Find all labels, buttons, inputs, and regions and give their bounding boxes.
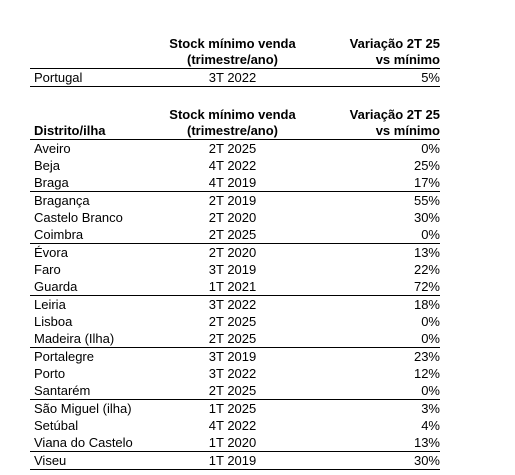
district-min: 1T 2025 — [208, 401, 257, 416]
table-row: Lisboa 2T 2025 0% — [30, 313, 440, 330]
district-var: 0% — [421, 383, 440, 398]
districts-header-col1: Distrito/ilha — [34, 123, 106, 138]
national-table: Stock mínimo venda (trimestre/ano) Varia… — [30, 34, 440, 87]
district-name: Viana do Castelo — [34, 435, 133, 450]
district-min: 2T 2025 — [208, 383, 257, 398]
district-var: 0% — [421, 314, 440, 329]
district-var: 23% — [413, 349, 440, 364]
district-var: 72% — [413, 279, 440, 294]
national-header-col3-line2: vs mínimo — [375, 52, 440, 67]
district-var: 12% — [413, 366, 440, 381]
table-row: Braga 4T 2019 17% — [30, 174, 440, 192]
district-var: 0% — [421, 227, 440, 242]
district-name: Castelo Branco — [34, 210, 123, 225]
districts-header-col3-line1: Variação 2T 25 — [349, 107, 440, 122]
district-min: 1T 2019 — [208, 453, 257, 468]
district-min: 2T 2019 — [208, 193, 257, 208]
district-var: 0% — [421, 141, 440, 156]
district-name: Faro — [34, 262, 61, 277]
national-row-min: 3T 2022 — [208, 70, 257, 85]
district-name: Viseu — [34, 453, 67, 468]
district-name: Évora — [34, 245, 68, 260]
district-var: 13% — [413, 435, 440, 450]
district-min: 3T 2022 — [208, 297, 257, 312]
district-min: 4T 2022 — [208, 418, 257, 433]
table-row: Viana do Castelo 1T 2020 13% — [30, 434, 440, 452]
districts-header-col2-line1: Stock mínimo venda — [169, 107, 296, 122]
district-var: 30% — [413, 210, 440, 225]
districts-header-row: Distrito/ilha Stock mínimo venda (trimes… — [30, 105, 440, 140]
district-name: Bragança — [34, 193, 90, 208]
district-var: 3% — [421, 401, 440, 416]
table-row: São Miguel (ilha) 1T 2025 3% — [30, 400, 440, 417]
district-name: Portalegre — [34, 349, 94, 364]
district-name: Madeira (Ilha) — [34, 331, 115, 346]
national-row-var: 5% — [421, 70, 440, 85]
table-row: Évora 2T 2020 13% — [30, 244, 440, 261]
table-row: Porto 3T 2022 12% — [30, 365, 440, 382]
districts-header-col3: Variação 2T 25 vs mínimo — [310, 107, 440, 139]
national-row-name: Portugal — [34, 70, 83, 85]
district-min: 2T 2025 — [208, 314, 257, 329]
district-var: 13% — [413, 245, 440, 260]
districts-table: Distrito/ilha Stock mínimo venda (trimes… — [30, 105, 440, 470]
table-row: Viseu 1T 2019 30% — [30, 452, 440, 470]
table-row: Portalegre 3T 2019 23% — [30, 348, 440, 365]
district-var: 25% — [413, 158, 440, 173]
national-header-col3-line1: Variação 2T 25 — [349, 36, 440, 51]
table-row: Aveiro 2T 2025 0% — [30, 140, 440, 157]
district-name: São Miguel (ilha) — [34, 401, 132, 416]
districts-header-col2-line2: (trimestre/ano) — [186, 123, 279, 138]
district-min: 1T 2020 — [208, 435, 257, 450]
district-name: Aveiro — [34, 141, 71, 156]
table-row: Madeira (Ilha) 2T 2025 0% — [30, 330, 440, 348]
district-name: Guarda — [34, 279, 78, 294]
district-name: Setúbal — [34, 418, 79, 433]
district-min: 2T 2020 — [208, 210, 257, 225]
table-row: Leiria 3T 2022 18% — [30, 296, 440, 313]
national-header-col3: Variação 2T 25 vs mínimo — [310, 36, 440, 68]
district-min: 3T 2019 — [208, 349, 257, 364]
national-header-col2: Stock mínimo venda (trimestre/ano) — [155, 36, 310, 68]
district-name: Lisboa — [34, 314, 73, 329]
district-name: Coimbra — [34, 227, 84, 242]
district-var: 4% — [421, 418, 440, 433]
table-row: Guarda 1T 2021 72% — [30, 278, 440, 296]
district-min: 2T 2025 — [208, 141, 257, 156]
district-min: 3T 2022 — [208, 366, 257, 381]
table-row: Beja 4T 2022 25% — [30, 157, 440, 174]
table-row: Bragança 2T 2019 55% — [30, 192, 440, 209]
district-name: Braga — [34, 175, 69, 190]
district-min: 2T 2025 — [208, 331, 257, 346]
district-name: Santarém — [34, 383, 91, 398]
district-var: 30% — [413, 453, 440, 468]
district-name: Leiria — [34, 297, 66, 312]
district-name: Beja — [34, 158, 61, 173]
district-min: 4T 2022 — [208, 158, 257, 173]
table-row: Castelo Branco 2T 2020 30% — [30, 209, 440, 226]
district-min: 4T 2019 — [208, 175, 257, 190]
districts-header-col3-line2: vs mínimo — [375, 123, 440, 138]
district-var: 55% — [413, 193, 440, 208]
districts-header-col2: Stock mínimo venda (trimestre/ano) — [155, 107, 310, 139]
districts-body: Aveiro 2T 2025 0% Beja 4T 2022 25% Braga 4T 201… — [30, 140, 440, 470]
district-var: 22% — [413, 262, 440, 277]
table-row: Santarém 2T 2025 0% — [30, 382, 440, 400]
district-min: 2T 2025 — [208, 227, 257, 242]
district-var: 0% — [421, 331, 440, 346]
national-header-row: Stock mínimo venda (trimestre/ano) Varia… — [30, 34, 440, 69]
district-name: Porto — [34, 366, 66, 381]
national-header-col2-line1: Stock mínimo venda — [169, 36, 296, 51]
district-min: 1T 2021 — [208, 279, 257, 294]
table-row: Coimbra 2T 2025 0% — [30, 226, 440, 244]
table-row: Faro 3T 2019 22% — [30, 261, 440, 278]
table-row: Setúbal 4T 2022 4% — [30, 417, 440, 434]
district-var: 17% — [413, 175, 440, 190]
district-min: 2T 2020 — [208, 245, 257, 260]
national-header-col2-line2: (trimestre/ano) — [186, 52, 279, 67]
district-min: 3T 2019 — [208, 262, 257, 277]
district-var: 18% — [413, 297, 440, 312]
national-row: Portugal 3T 2022 5% — [30, 69, 440, 87]
